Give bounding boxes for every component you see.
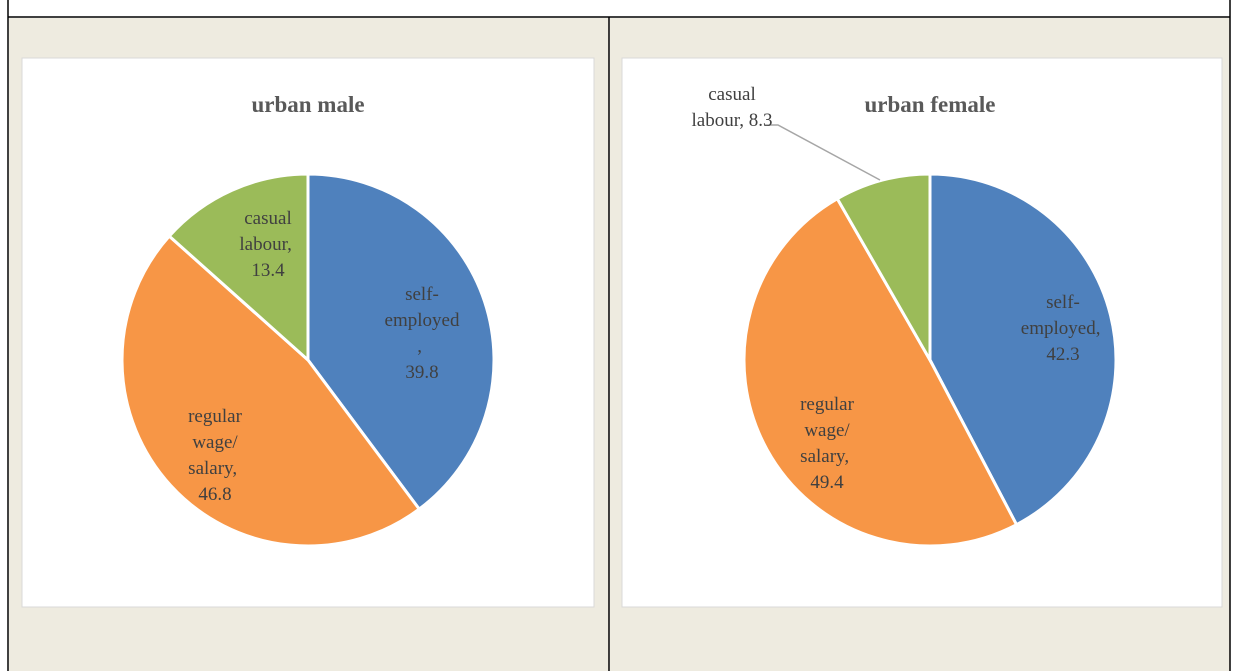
data-label: regular wage/salary, 49.4 (800, 394, 854, 493)
data-label-part: , (844, 446, 854, 467)
data-label-part: self- (1046, 292, 1080, 313)
data-label: self-employed, 39.8 (385, 284, 460, 383)
data-label-part: 49.4 (810, 472, 844, 493)
data-label-part: , (739, 110, 749, 131)
data-label-part: , (287, 234, 297, 255)
data-label-part: 46.8 (198, 484, 231, 505)
data-label-part: labour (239, 234, 288, 255)
data-label: self-employed, 42.3 (1021, 292, 1105, 365)
data-label: regular wage/salary, 46.8 (188, 406, 242, 505)
data-label-part: , (417, 336, 427, 357)
data-label-part: self- (405, 284, 439, 305)
data-label-part: regular (800, 394, 854, 415)
data-label-part: employed (385, 310, 460, 331)
pie-slice (167, 172, 310, 364)
data-label-part: 13.4 (251, 260, 285, 281)
data-label: casual labour, 13.4 (239, 208, 296, 281)
data-label-part: regular (188, 406, 242, 427)
data-label-part: employed (1021, 318, 1096, 339)
data-label-part: casual (708, 84, 755, 105)
pie-slice (306, 172, 496, 512)
pie-slice (928, 172, 1118, 527)
chart-title: urban male (251, 92, 364, 117)
data-label-part: wage/ (192, 432, 238, 453)
pie-slice (835, 172, 932, 366)
data-label: casual labour, 8.3 (691, 84, 772, 131)
pie-slice (742, 196, 1019, 548)
data-label-part: 8.3 (749, 110, 773, 131)
data-label-part: labour (691, 110, 740, 131)
leader-line (765, 124, 881, 181)
data-label-part: 39.8 (405, 362, 438, 383)
data-label-part: , (232, 458, 242, 479)
data-label-part: 42.3 (1046, 344, 1079, 365)
data-label-part: wage/ (804, 420, 850, 441)
table-borders (7, 0, 1231, 671)
data-label-part: casual (244, 208, 291, 229)
pie-slice (120, 234, 422, 548)
data-label-part: salary (188, 458, 234, 479)
data-label-part: , (1096, 318, 1106, 339)
chart-title: urban female (865, 92, 996, 117)
data-label-part: salary (800, 446, 846, 467)
